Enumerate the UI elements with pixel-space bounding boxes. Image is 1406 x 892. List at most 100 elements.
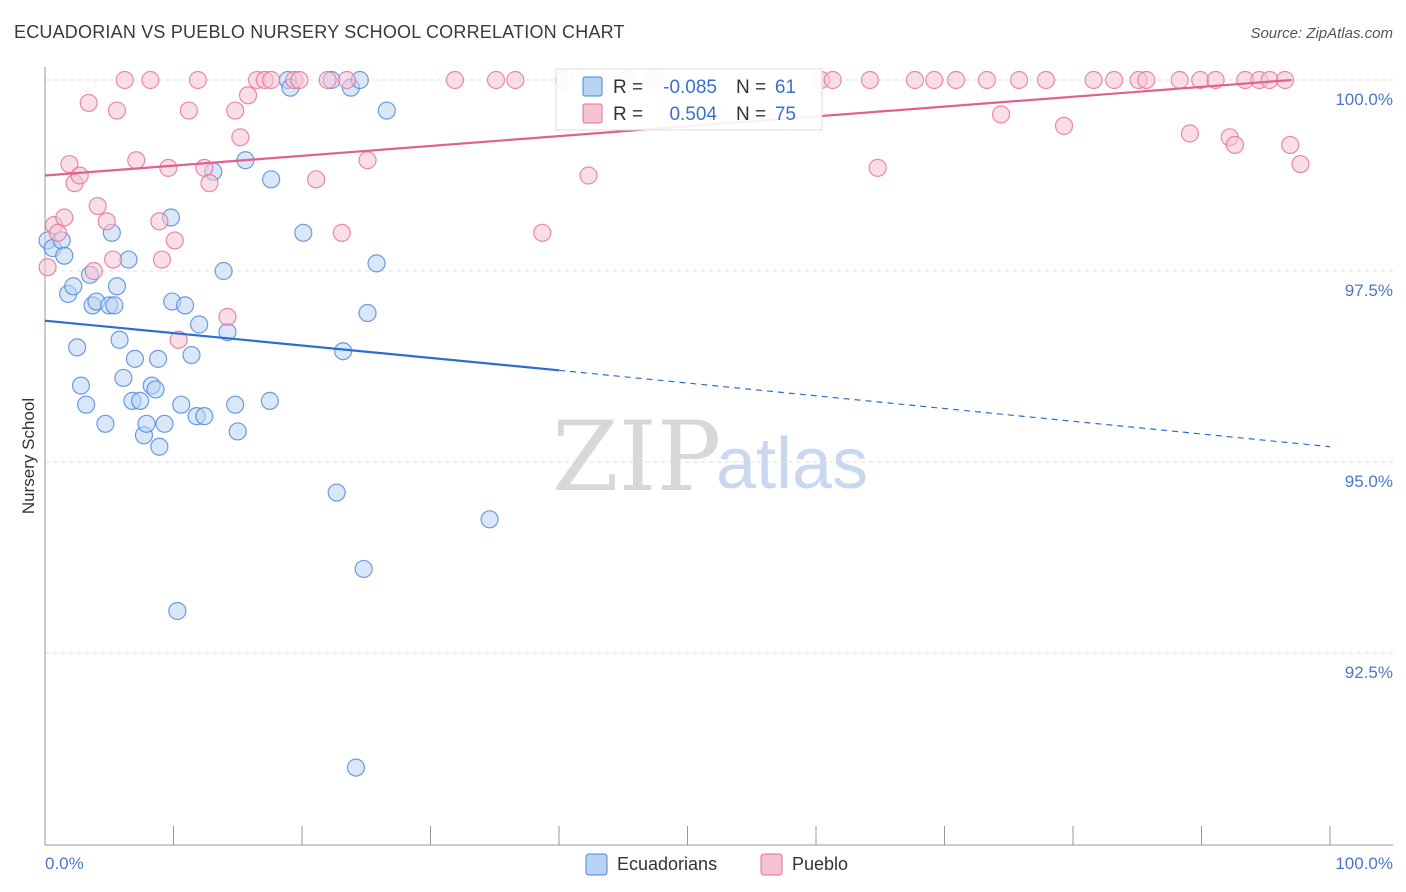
ecuadorians-point [68, 338, 87, 357]
watermark: ZIP atlas [552, 401, 868, 513]
ecuadorians-point [130, 391, 150, 410]
y-tick-label: 92.5% [1345, 663, 1393, 682]
pueblo-point [38, 258, 57, 277]
y-tick-labels: 92.5% 95.0% 97.5% 100.0% [1335, 90, 1393, 682]
pueblo-point [152, 250, 172, 269]
ecuadorians-point [168, 601, 187, 621]
ecuadorians-point [327, 483, 346, 502]
ecuadorians-point [190, 315, 209, 334]
pueblo-point [823, 70, 842, 90]
legend-swatch-pink [582, 103, 603, 124]
ecuadorians-point [260, 391, 279, 410]
ecuadorians-point [175, 296, 195, 315]
pueblo-point [79, 93, 98, 113]
pueblo-point [88, 196, 107, 216]
pueblo-point [231, 128, 250, 147]
legend-r-label-pink: R = [613, 104, 643, 125]
pueblo-point [1084, 70, 1103, 90]
legend-r-value-pink: 0.504 [669, 104, 717, 125]
pueblo-point [200, 174, 219, 193]
y-tick-label: 97.5% [1345, 281, 1393, 300]
pueblo-point [226, 101, 245, 120]
ecuadorians-point [155, 414, 174, 433]
ecuadorians-point [64, 277, 83, 296]
series-legend: Ecuadorians Pueblo [585, 853, 848, 876]
ecuadorians-point [148, 349, 168, 368]
legend-n-label-blue: N = [736, 77, 766, 98]
pueblo-point [150, 212, 169, 231]
pueblo-point [991, 105, 1011, 124]
ecuadorians-point [71, 376, 91, 395]
ecuadorians-point [228, 422, 247, 441]
ecuadorians-trend-line [44, 319, 560, 372]
pueblo-point [579, 166, 598, 185]
pueblo-point [1036, 70, 1056, 90]
legend-n-value-pink: 75 [775, 104, 796, 125]
ecuadorians-point [226, 395, 245, 414]
pueblo-point [1225, 135, 1245, 155]
pueblo-point [506, 70, 525, 90]
ecuadorians-point [354, 559, 373, 579]
y-axis-label: Nursery School [19, 398, 38, 514]
pueblo-point [946, 70, 966, 90]
watermark-zip: ZIP [552, 401, 721, 513]
y-tick-label: 95.0% [1345, 472, 1393, 491]
chart-title: ECUADORIAN VS PUEBLO NURSERY SCHOOL CORR… [14, 22, 625, 42]
pueblo-point [1180, 124, 1200, 143]
ecuadorians-point [358, 303, 377, 323]
pueblo-point [107, 101, 127, 120]
legend-swatch-blue [582, 76, 603, 97]
pueblo-point [84, 261, 103, 281]
pueblo-point [905, 70, 925, 90]
pueblo-point [70, 166, 89, 185]
pueblo-point [218, 307, 237, 326]
pueblo-point [238, 86, 258, 105]
ecuadorians-trend-extension [558, 369, 1331, 448]
pueblo-point [141, 70, 160, 90]
pueblo-point [1009, 70, 1029, 90]
pueblo-point [860, 70, 880, 90]
pueblo-point [318, 70, 337, 90]
pueblo-point [104, 250, 123, 269]
ecuadorians-point [150, 437, 169, 456]
legend-r-value-blue: -0.085 [663, 77, 717, 98]
watermark-atlas: atlas [716, 424, 868, 504]
pueblo-point [1281, 135, 1300, 155]
ecuadorians-point [195, 407, 214, 426]
pueblo-point [55, 208, 74, 227]
ecuadorians-point [77, 395, 96, 414]
pueblo-point [262, 70, 281, 90]
x-ticks [44, 826, 1331, 845]
pueblo-point [486, 70, 506, 90]
ecuadorians-point [334, 342, 353, 361]
pueblo-point [977, 70, 997, 90]
ecuadorians-point [96, 414, 115, 433]
ecuadorians-point [114, 368, 133, 388]
pueblo-point [1260, 70, 1279, 90]
legend-r-label-blue: R = [613, 77, 643, 98]
ecuadorians-point [294, 223, 313, 242]
y-tick-label: 100.0% [1335, 90, 1393, 109]
legend-n-label-pink: N = [736, 104, 766, 125]
ecuadorians-point [346, 758, 366, 777]
pueblo-point [179, 101, 199, 120]
series-ecuadorians-points [38, 70, 499, 777]
pueblo-point [165, 231, 184, 250]
pueblo-point [358, 151, 377, 170]
ecuadorians-point [137, 414, 156, 433]
legend-n-value-blue: 61 [775, 77, 796, 98]
pueblo-point [1054, 116, 1074, 135]
ecuadorians-point [125, 349, 145, 368]
x-tick-label-max: 100.0% [1335, 854, 1393, 873]
pueblo-point [48, 223, 67, 242]
series-legend-label-ecuadorians: Ecuadorians [617, 854, 717, 874]
pueblo-point [868, 158, 887, 177]
ecuadorians-point [367, 254, 386, 273]
pueblo-point [533, 223, 552, 242]
series-legend-swatch-ecuadorians [585, 853, 608, 876]
ecuadorians-point [105, 296, 124, 315]
pueblo-point [159, 158, 178, 177]
pueblo-point [169, 330, 188, 349]
ecuadorians-point [377, 101, 396, 120]
